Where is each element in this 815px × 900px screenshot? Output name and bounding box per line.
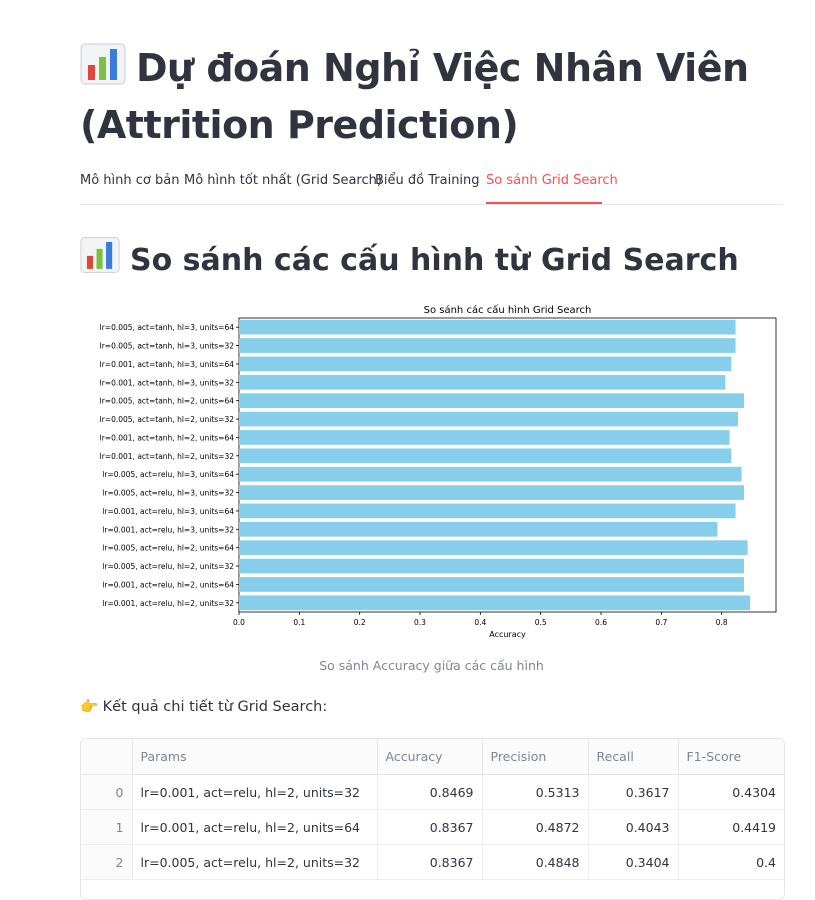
cell-recall[interactable]: 0.3617 [588,774,679,810]
y-tick-label: lr=0.005, act=relu, hl=3, units=32 [102,489,234,498]
grid-search-chart: So sánh các cấu hình Grid Search lr=0.005… [80,298,783,643]
results-label: 👉 Kết quả chi tiết từ Grid Search: [80,698,327,715]
tab-training-chart[interactable]: Biểu đồ Training [375,173,480,188]
y-tick-label: lr=0.001, act=tanh, hl=3, units=32 [100,378,235,387]
x-tick-label: 0.2 [354,618,366,627]
cell-params[interactable]: lr=0.001, act=relu, hl=2, units=32 [132,774,378,810]
bar [239,319,736,335]
row-index: 0 [81,774,133,810]
results-table[interactable]: Params Accuracy Precision Recall F1-Scor… [80,738,785,900]
page-title-text: Dự đoán Nghỉ Việc Nhân Viên (Attrition P… [80,46,749,147]
column-header-precision[interactable]: Precision [482,739,589,775]
x-tick-label: 0.3 [414,618,426,627]
chart-title: So sánh các cấu hình Grid Search [424,304,592,316]
cell-f1[interactable]: 0.4304 [678,774,784,810]
cell-precision[interactable]: 0.4872 [482,809,589,845]
cell-params[interactable]: lr=0.001, act=relu, hl=2, units=64 [132,809,378,845]
bar [239,356,732,372]
table-header-row: Params Accuracy Precision Recall F1-Scor… [81,739,784,775]
column-header-recall[interactable]: Recall [588,739,679,775]
bar [239,540,748,556]
y-tick-label: lr=0.005, act=tanh, hl=3, units=64 [100,323,235,332]
cell-f1[interactable]: 0.4 [678,844,784,880]
y-tick-label: lr=0.001, act=relu, hl=2, units=64 [102,580,234,589]
y-tick-label: lr=0.005, act=tanh, hl=2, units=32 [100,415,235,424]
cell-recall[interactable]: 0.3404 [588,844,679,880]
bar [239,430,730,445]
bar [239,577,745,592]
section-title-text: So sánh các cấu hình từ Grid Search [130,243,739,278]
bar [239,338,736,353]
bar-chart-icon [80,43,126,99]
y-tick-label: lr=0.001, act=tanh, hl=2, units=32 [100,452,235,461]
x-tick-label: 0.0 [233,618,245,627]
tab-basic-model[interactable]: Mô hình cơ bản [80,173,180,188]
cell-f1[interactable]: 0.4419 [678,809,784,845]
x-tick-label: 0.5 [535,618,547,627]
cell-accuracy[interactable]: 0.8469 [377,774,483,810]
y-tick-label: lr=0.001, act=tanh, hl=2, units=64 [100,433,235,442]
column-header-index[interactable] [81,739,133,775]
section-title: So sánh các cấu hình từ Grid Search [80,236,739,288]
active-tab-indicator [486,202,602,204]
y-tick-label: lr=0.005, act=relu, hl=2, units=64 [102,544,234,553]
y-tick-label: lr=0.001, act=relu, hl=2, units=32 [102,599,234,608]
y-tick-label: lr=0.005, act=relu, hl=2, units=32 [102,562,234,571]
cell-precision[interactable]: 0.4848 [482,844,589,880]
bar [239,558,745,574]
bar [239,503,736,519]
x-tick-label: 0.8 [716,618,728,627]
chart-caption: So sánh Accuracy giữa các cấu hình [319,658,544,673]
column-header-params[interactable]: Params [132,739,378,775]
bar [239,411,738,427]
bar [239,521,718,537]
pointing-hand-icon: 👉 [80,699,99,715]
y-tick-label: lr=0.001, act=relu, hl=3, units=64 [102,507,234,516]
chart-svg: So sánh các cấu hình Grid Search lr=0.005… [100,304,777,639]
table-row: 2 lr=0.005, act=relu, hl=2, units=32 0.8… [81,844,784,880]
results-label-text: Kết quả chi tiết từ Grid Search: [102,699,328,715]
cell-params[interactable]: lr=0.005, act=relu, hl=2, units=32 [132,844,378,880]
tab-grid-search-compare[interactable]: So sánh Grid Search [486,173,618,188]
y-tick-label: lr=0.001, act=relu, hl=3, units=32 [102,525,234,534]
y-tick-label: lr=0.005, act=tanh, hl=3, units=32 [100,342,235,351]
page-title: Dự đoán Nghỉ Việc Nhân Viên (Attrition P… [80,42,780,152]
x-tick-label: 0.7 [655,618,667,627]
x-tick-label: 0.6 [595,618,607,627]
y-tick-label: lr=0.005, act=relu, hl=3, units=64 [102,470,234,479]
tab-bar: Mô hình cơ bản Mô hình tốt nhất (Grid Se… [80,163,783,205]
x-axis-label: Accuracy [489,630,526,639]
row-index: 1 [81,809,133,845]
y-tick-label: lr=0.001, act=tanh, hl=3, units=64 [100,360,235,369]
cell-accuracy[interactable]: 0.8367 [377,844,483,880]
table-row: 1 lr=0.001, act=relu, hl=2, units=64 0.8… [81,809,784,845]
table-row: 0 lr=0.001, act=relu, hl=2, units=32 0.8… [81,774,784,810]
bar [239,485,745,500]
cell-accuracy[interactable]: 0.8367 [377,809,483,845]
column-header-f1[interactable]: F1-Score [678,739,784,775]
bar [239,466,742,482]
bar-chart-icon [80,236,120,288]
bar [239,374,726,390]
y-tick-label: lr=0.005, act=tanh, hl=2, units=64 [100,397,235,406]
cell-recall[interactable]: 0.4043 [588,809,679,845]
bar [239,448,732,464]
bar [239,595,751,611]
plot-frame [238,317,777,613]
tab-best-model[interactable]: Mô hình tốt nhất (Grid Search) [184,173,382,188]
bar [239,393,745,409]
cell-precision[interactable]: 0.5313 [482,774,589,810]
x-tick-label: 0.4 [474,618,486,627]
column-header-accuracy[interactable]: Accuracy [377,739,483,775]
x-tick-label: 0.1 [293,618,305,627]
row-index: 2 [81,844,133,880]
